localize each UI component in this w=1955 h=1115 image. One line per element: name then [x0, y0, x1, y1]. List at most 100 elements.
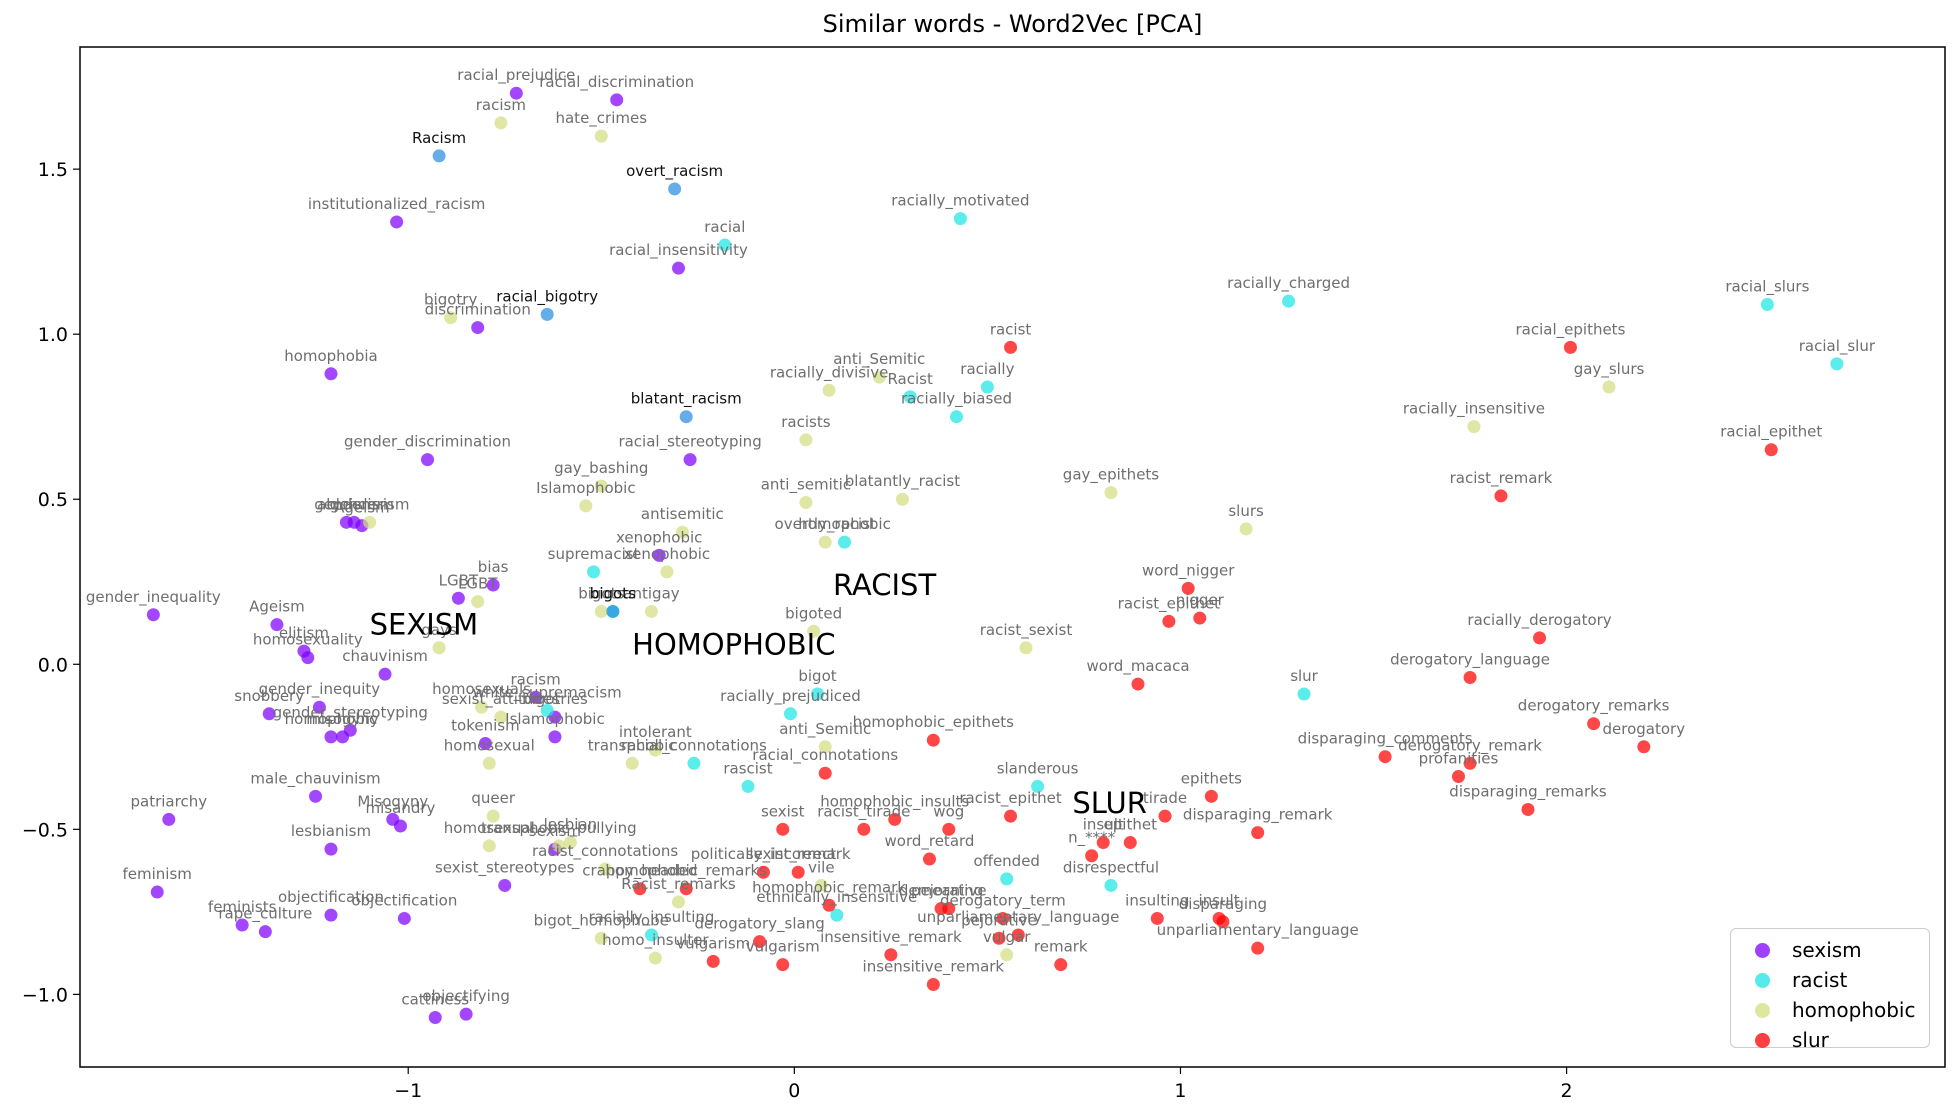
- point-objectification: [397, 911, 411, 925]
- x-tick-label: −1: [394, 1080, 422, 1102]
- point-label-lgbt: LGBT: [458, 575, 498, 593]
- point-racially-divisive: [822, 383, 836, 397]
- point-label-racial-slurs: racial_slurs: [1725, 277, 1809, 296]
- point-label-homophobic-insults: homophobic_insults: [820, 792, 969, 811]
- x-tick-label: 1: [1174, 1080, 1186, 1102]
- point-queer: [486, 809, 500, 823]
- point-label-vulgarism: vulgarism: [676, 934, 750, 952]
- point-racial-slur: [1830, 357, 1844, 371]
- series-racist: [540, 212, 1844, 942]
- point-label-racial-epithets: racial_epithets: [1516, 320, 1626, 339]
- point-label-objectification: objectification: [278, 888, 384, 906]
- point-derogatory-language: [1463, 670, 1477, 684]
- point-label-homophobia: homophobia: [284, 347, 378, 365]
- point-male-chauvinism: [309, 789, 323, 803]
- point-vulgarism: [776, 958, 790, 972]
- point-label-racially-charged: racially_charged: [1227, 274, 1350, 293]
- point-epithet: [1123, 836, 1137, 850]
- point-derogatory-remark: [1463, 756, 1477, 770]
- point-label-profanities: profanities: [1419, 750, 1499, 768]
- point-label-racist-remarks: Racist_remarks: [621, 875, 736, 894]
- point-politically-incorrect: [756, 865, 770, 879]
- point-racist-epithet: [1004, 809, 1018, 823]
- point-gender-inequity: [312, 700, 326, 714]
- point-label-remark: remark: [1034, 938, 1088, 956]
- point-label-disparaging-remarks: disparaging_remarks: [1449, 783, 1607, 802]
- point-label-genderism: genderism: [330, 495, 410, 513]
- point-genderism: [363, 515, 377, 529]
- point-label-bigot: bigot: [798, 667, 836, 685]
- point-racial-bigotry: [540, 307, 554, 321]
- point-hate-crimes: [594, 129, 608, 143]
- point-label-bigots: bigots: [578, 584, 624, 602]
- point-racial-insensitivity: [671, 261, 685, 275]
- point-label-racially-derogatory: racially_derogatory: [1467, 611, 1611, 630]
- point-bias: [486, 578, 500, 592]
- point-label-wog: wog: [933, 802, 964, 820]
- point-label-hate-crimes: hate_crimes: [555, 109, 647, 128]
- point-racism: [529, 690, 543, 704]
- points-layer: [146, 86, 1844, 1024]
- point-label-bigotry: bigotry: [424, 291, 477, 309]
- point-label-homophobic-epithets: homophobic_epithets: [853, 713, 1015, 732]
- point-label-slanderous: slanderous: [997, 759, 1079, 777]
- legend-swatch-racist: [1755, 972, 1770, 988]
- chart-title: Similar words - Word2Vec [PCA]: [822, 10, 1203, 38]
- point-insult: [1096, 836, 1110, 850]
- legend-entry-homophobic: homophobic: [1741, 995, 1919, 1025]
- point-label-word-nigger: word_nigger: [1142, 561, 1235, 580]
- point-label-anti-semitic: anti_Semitic: [779, 720, 871, 739]
- point-label-objectifying: objectifying: [422, 987, 509, 1005]
- point-label-racism: Racism: [412, 129, 466, 147]
- point-label-lesbian: lesbian: [544, 816, 598, 834]
- point-overtly-racist: [818, 535, 832, 549]
- point-lgbt: [451, 591, 465, 605]
- point-islamophobic: [579, 499, 593, 513]
- point-label-gender-stereotyping: gender_stereotyping: [273, 703, 428, 722]
- point-racist-remark: [1494, 489, 1508, 503]
- point-label-racially-biased: racially_biased: [901, 390, 1012, 409]
- point-institutionalized-racism: [390, 215, 404, 229]
- point-gay-bashing: [594, 479, 608, 493]
- point-word-nigger: [1181, 581, 1195, 595]
- point-bigot: [811, 687, 825, 701]
- point-objectifying: [459, 1007, 473, 1021]
- point-label-misogyny: Misogyny: [357, 792, 428, 810]
- point-label-lesbianism: lesbianism: [291, 822, 371, 840]
- series-homophobic: [363, 116, 1616, 965]
- point-disparaging: [1216, 915, 1230, 929]
- point-label-homophobic: homophobic: [798, 515, 891, 533]
- point-label-racism: racism: [476, 96, 526, 114]
- point-blatantly-racist: [895, 492, 909, 506]
- point-racist-remarks: [671, 895, 685, 909]
- point-word-retard: [922, 852, 936, 866]
- point-label-sexist-remark: sexist_remark: [746, 845, 851, 864]
- point-label-patriarchy: patriarchy: [131, 792, 208, 810]
- point-label-homophobic: homophobic: [285, 710, 378, 728]
- point-label-male-chauvinism: male_chauvinism: [250, 769, 380, 788]
- point-label-islamophobic: Islamophobic: [536, 479, 636, 497]
- point-racist-epithet: [1162, 614, 1176, 628]
- legend-label-sexism: sexism: [1792, 938, 1862, 962]
- x-tick-label: 0: [788, 1080, 800, 1102]
- point-rascist: [741, 779, 755, 793]
- point-lgbt: [471, 595, 485, 609]
- point-nigger: [1193, 611, 1207, 625]
- point-label-anti-semitic: anti_semitic: [761, 476, 851, 495]
- point-profanities: [1451, 770, 1465, 784]
- point-label-sexist-stereotypes: sexist_stereotypes: [435, 858, 575, 877]
- legend: sexism racist homophobic slur: [1730, 928, 1930, 1052]
- point-homophobic: [838, 535, 852, 549]
- point-label-racial-bigotry: racial_bigotry: [496, 287, 598, 306]
- point-bigots: [606, 604, 620, 618]
- point-label-racial-stereotyping: racial_stereotyping: [618, 433, 761, 452]
- point-label-n: n_****: [1068, 829, 1116, 848]
- point-label-feminism: feminism: [123, 865, 192, 883]
- point-gay-epithets: [1104, 486, 1118, 500]
- point-gays: [432, 641, 446, 655]
- point-vile: [814, 878, 828, 892]
- point-rape-culture: [258, 925, 272, 939]
- point-intolerant: [648, 743, 662, 757]
- point-label-insult: insult: [1199, 891, 1240, 909]
- point-label-feminists: feminists: [208, 898, 277, 916]
